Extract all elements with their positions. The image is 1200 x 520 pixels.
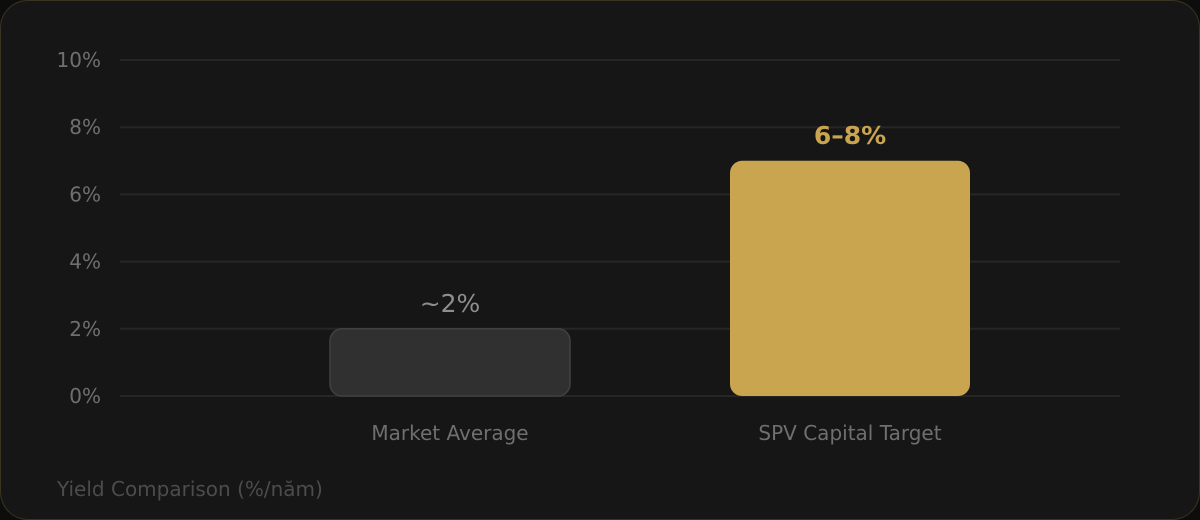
y-tick-label: 6% — [69, 182, 101, 206]
y-tick-label: 4% — [69, 250, 101, 274]
bar-market-average — [329, 328, 571, 397]
category-label: SPV Capital Target — [758, 421, 941, 445]
bar-spv-capital-target — [730, 160, 970, 396]
data-label: ~2% — [420, 289, 481, 318]
y-tick-label: 8% — [69, 115, 101, 139]
y-tick-label: 0% — [69, 384, 101, 408]
data-label: 6–8% — [814, 121, 886, 150]
y-tick-label: 10% — [57, 48, 101, 72]
category-label: Market Average — [371, 421, 528, 445]
chart-title: Yield Comparison (%/năm) — [57, 477, 323, 501]
y-tick-label: 2% — [69, 317, 101, 341]
